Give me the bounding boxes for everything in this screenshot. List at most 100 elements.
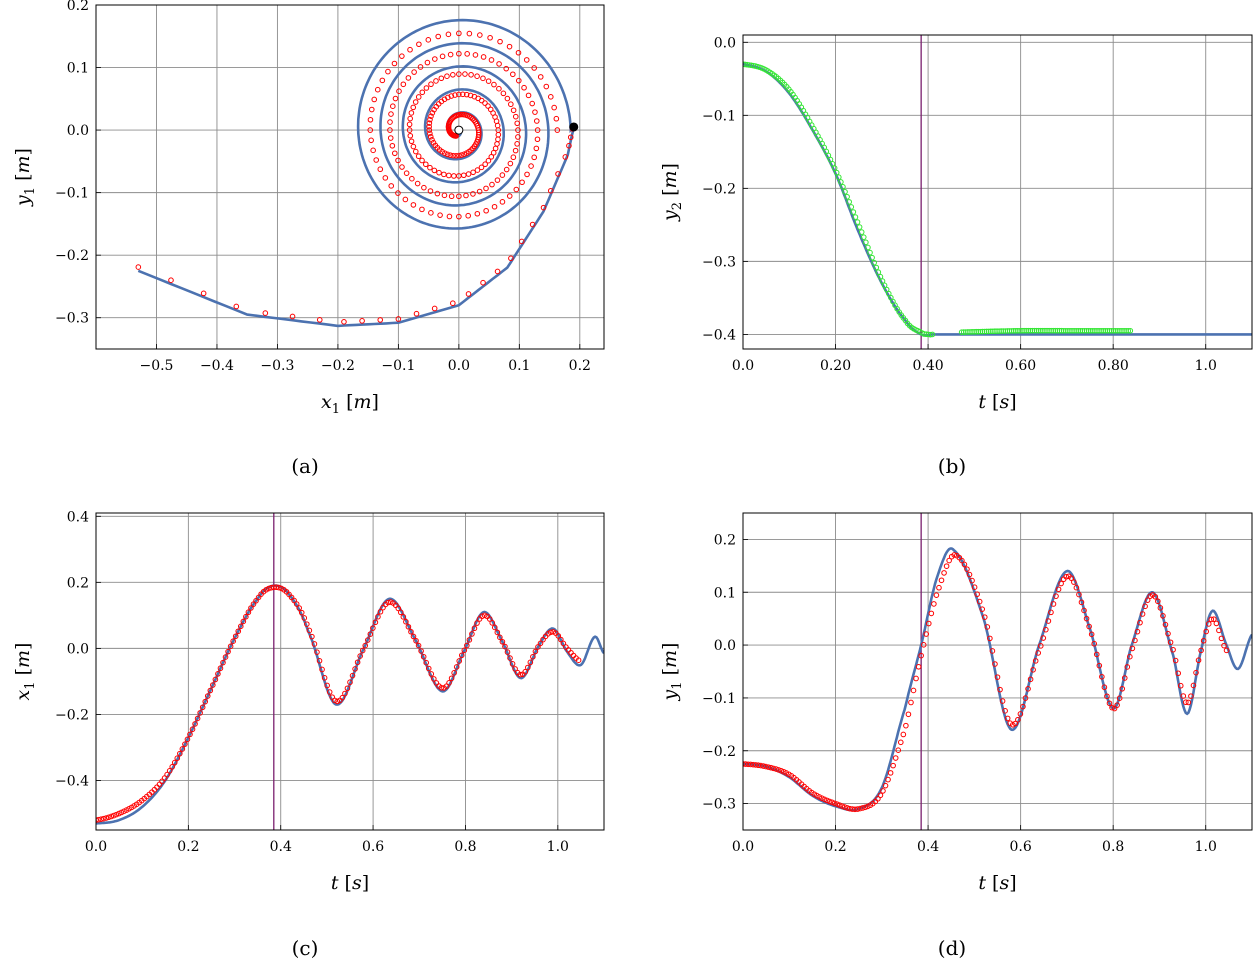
experiment-marker [961,561,968,568]
experiment-marker [533,118,540,124]
experiment-marker [438,684,445,691]
experiment-marker [877,273,884,280]
experiment-marker [233,303,240,310]
experiment-marker [1058,580,1064,587]
experiment-marker [420,653,427,660]
experiment-marker [547,187,554,194]
experiment-marker [515,77,522,84]
experiment-marker [1088,631,1095,638]
experiment-marker [110,812,117,819]
experiment-marker [531,154,537,161]
x-tick-label: 0.2 [824,839,846,855]
experiment-marker [507,160,514,167]
plot-area-a [135,18,579,328]
experiment-marker [470,191,476,197]
experiment-marker [494,629,501,636]
experiment-marker [747,761,754,768]
experiment-marker [487,106,494,113]
experiment-marker [304,621,310,627]
experiment-marker [829,799,835,806]
experiment-marker [515,134,521,140]
experiment-marker [897,739,904,746]
experiment-marker [523,57,530,63]
experiment-marker [477,32,483,38]
x-tick-label: 1.0 [547,839,569,855]
experiment-marker [517,671,523,678]
experiment-marker [1144,597,1151,603]
experiment-marker [321,675,328,681]
experiment-marker [540,204,547,211]
experiment-marker [388,183,395,189]
experiment-marker [422,161,429,168]
experiment-marker [456,91,462,98]
experiment-marker [834,801,840,807]
experiment-marker [431,167,438,174]
experiment-marker [265,585,272,592]
experiment-marker [456,50,462,57]
experiment-marker [515,49,522,56]
experiment-marker [508,101,514,108]
x-tick-label: −0.3 [260,358,294,374]
experiment-marker [379,77,386,84]
experiment-marker [311,641,318,647]
experiment-marker [169,764,175,770]
x-tick-label: 0.0 [732,839,754,855]
experiment-marker [474,167,481,173]
y-tick-label: −0.2 [702,744,736,760]
experiment-marker [547,629,554,636]
experiment-marker [485,157,492,164]
experiment-marker [437,212,443,218]
y-tick-label: −0.3 [55,311,89,327]
experiment-marker [450,300,456,307]
x-tick-label: 0.20 [820,358,851,374]
experiment-marker [933,592,940,598]
experiment-marker [489,620,496,626]
experiment-marker [474,210,481,217]
experiment-marker [372,619,379,626]
experiment-marker [847,805,853,812]
y-tick-label: 0.2 [67,0,89,14]
y-tick-label: −0.1 [702,108,736,124]
experiment-marker [481,612,488,619]
experiment-marker [946,557,952,564]
experiment-marker [1002,708,1008,714]
experiment-marker [1139,611,1146,617]
experiment-marker [1116,695,1123,701]
experiment-marker [395,157,401,164]
experiment-marker [1203,628,1209,635]
experiment-marker [496,85,502,92]
experiment-marker [240,618,247,625]
y-tick-label: 0.2 [714,532,736,548]
experiment-marker [502,643,508,650]
experiment-marker [507,655,513,661]
experiment-marker [349,672,356,679]
experiment-marker [135,264,142,270]
experiment-marker [470,169,476,176]
experiment-marker [232,633,239,640]
experiment-marker [551,104,557,111]
experiment-marker [409,175,415,182]
experiment-marker [1185,699,1192,706]
experiment-marker [1142,603,1148,610]
x-tick-label: 1.0 [1195,839,1217,855]
experiment-marker [850,209,857,215]
experiment-marker [342,690,348,697]
experiment-marker [406,121,413,128]
experiment-marker [192,721,198,727]
experiment-marker [273,584,280,591]
experiment-marker [992,661,998,667]
experiment-marker [1177,682,1184,689]
experiment-marker [419,157,425,164]
experiment-marker [494,177,501,183]
experiment-marker [929,331,936,338]
y-tick-label: −0.4 [702,327,736,343]
experiment-marker [1129,645,1136,652]
experiment-marker [862,804,868,811]
experiment-marker [966,571,973,578]
experiment-marker [200,290,207,297]
experiment-marker [480,75,486,82]
experiment-marker [1109,704,1115,711]
experiment-marker [1198,647,1204,654]
experiment-marker [487,34,493,41]
experiment-marker [852,806,858,813]
